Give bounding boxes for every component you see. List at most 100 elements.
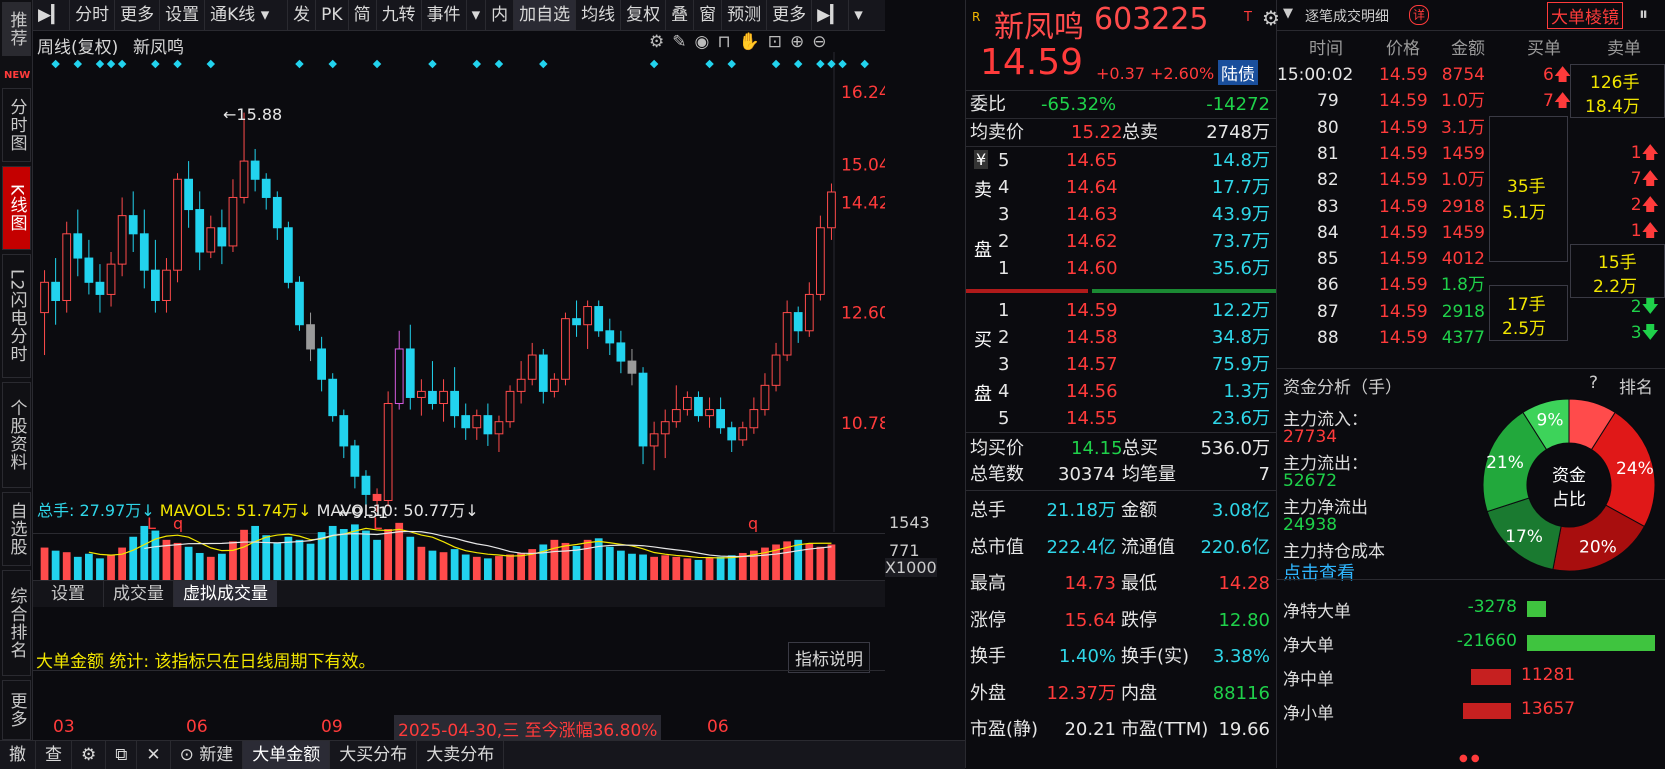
query-button[interactable]: 查 [36,741,72,769]
toolbar-adjust[interactable]: 复权 [621,0,667,30]
toolbar-more2[interactable]: 更多 [767,0,813,30]
lock-icon[interactable]: ⊡ [767,32,791,52]
sidebar-item-l2[interactable]: L2闪电分时 [2,254,31,378]
toolbar-window[interactable]: 窗 [694,0,723,30]
close-icon[interactable]: ✕ [137,741,171,769]
detail-badge[interactable]: 详 [1409,5,1429,25]
trade-time: 81 [1317,143,1339,164]
chevron-down-icon[interactable]: ▾ [467,0,487,30]
toolbar-ma[interactable]: 均线 [576,0,622,30]
toolbar-jiuzhuan[interactable]: 九转 [377,0,422,30]
volume-bar [816,546,825,580]
toolbar-forecast[interactable]: 预测 [722,0,768,30]
tab-big-amount[interactable]: 大单金额 [243,741,331,769]
candle-body [62,233,72,301]
sidebar-item-label: 个股资料 [6,399,27,471]
volume-bar [428,550,437,580]
toolbar-pk[interactable]: PK [316,0,349,30]
stat-value: 15.64 [1064,609,1116,631]
stat-row: 最高 14.73 最低 14.28 [966,571,1276,597]
gear-icon[interactable]: ⚙ [1262,6,1280,30]
kline-chart-area[interactable]: 周线(复权) 新凤鸣 ⚙✎◉⊓✋⊡⊕⊖ 16.24 15.04 14.42 12.60… [33,30,937,742]
sell-count: 1🡅 [1630,221,1659,241]
big-order-prism-button[interactable]: 大单棱镜 [1547,2,1623,29]
toolbar-add-watch[interactable]: 加自选 [514,0,577,30]
level-volume: 34.8万 [1211,327,1270,348]
new-button[interactable]: ⊙ 新建 [171,741,244,769]
candle-body [638,372,648,447]
tab-big-buy[interactable]: 大买分布 [330,741,418,769]
level-volume: 73.7万 [1211,231,1270,252]
bond-tag[interactable]: 陆债 [1218,60,1258,85]
buy-level-row[interactable]: 4 14.56 1.3万 [966,379,1276,405]
sidebar-item-label: 自选股 [6,502,27,556]
sell-level-row[interactable]: 2 14.62 73.7万 [966,229,1276,255]
hand-icon[interactable]: ✋ [738,32,768,52]
candle-body [671,409,681,423]
toolbar-overlay[interactable]: 叠 [666,0,695,30]
trade-price: 14.59 [1379,65,1428,85]
stock-name: 新凤鸣 [994,10,1084,45]
fund-title: 资金分析（手） [1283,378,1402,398]
sidebar-item-profile[interactable]: 个股资料 [2,382,31,488]
cancel-button[interactable]: 撤 [0,741,36,769]
sidebar-item-kline[interactable]: K线图 [2,166,31,250]
sell-level-row[interactable]: 1 14.60 35.6万 [966,256,1276,282]
buy-level-row[interactable]: 2 14.58 34.8万 [966,325,1276,351]
buy-level-row[interactable]: 3 14.57 75.9万 [966,352,1276,378]
buy-level-row[interactable]: 5 14.55 23.6万 [966,406,1276,432]
eye-icon[interactable]: ◉ [694,32,718,52]
sidebar-item-watchlist[interactable]: 自选股 [2,492,31,566]
collapse-icon[interactable]: ▶▎ [33,0,71,30]
toolbar-inner[interactable]: 内 [486,0,515,30]
stat-value: 12.80 [1218,609,1270,631]
trade-amount: 4012 [1441,249,1485,270]
view-link[interactable]: 点击查看 [1283,563,1355,584]
net-bar-label: 净大单 [1283,636,1334,656]
sidebar-item-ranking[interactable]: 综合排名 [2,570,31,676]
sidebar-item-timeshare[interactable]: 分时图 [2,88,31,162]
basket-icon[interactable]: ⊓ [717,32,739,52]
trade-amount: 1.8万 [1440,275,1485,296]
sell-level-row[interactable]: 5 14.65 14.8万 [966,148,1276,174]
gear-icon[interactable]: ⚙ [72,741,107,769]
help-icon[interactable]: ? [1589,373,1599,393]
trade-detail-panel: ▼ 逐笔成交明细 详 大单棱镜 ⏸ 时间 价格 金额 买单 卖单 15:00:0… [1277,0,1665,370]
window-icon[interactable]: ⧉ [106,741,138,769]
level-volume: 1.3万 [1223,381,1270,402]
gear-icon[interactable]: ⚙ [649,32,673,52]
expand-icon[interactable]: ▶▎ [812,0,850,30]
sell-side-label: 卖 [974,180,992,201]
toolbar-settings[interactable]: 设置 [160,0,206,30]
pen-icon[interactable]: ✎ [672,32,695,52]
chevron-down-icon[interactable]: ▼ [1283,6,1293,21]
toolbar-kline-select[interactable]: 通K线 ▾ [205,0,289,30]
signal-marker [793,59,803,69]
toolbar-timeshare[interactable]: 分时 [70,0,116,30]
buy-level-row[interactable]: 1 14.59 12.2万 [966,298,1276,324]
zoom-out-icon[interactable]: ⊖ [812,32,835,52]
rank-button[interactable]: 排名 [1619,378,1653,398]
trade-row: 84 14.59 1459 [1277,220,1665,247]
toolbar-events[interactable]: 事件 [422,0,467,30]
signal-marker [51,59,60,69]
toolbar-fa[interactable]: 发 [288,0,317,30]
toolbar-simple[interactable]: 简 [349,0,377,30]
indicator-help-button[interactable]: 指标说明 [788,642,870,673]
sell-level-row[interactable]: 3 14.63 43.9万 [966,202,1276,228]
zoom-in-icon[interactable]: ⊕ [790,32,813,52]
toolbar-more[interactable]: 更多 [115,0,161,30]
tab-virtual-volume[interactable]: 虚拟成交量 [174,581,277,607]
chevron-down-icon[interactable]: ▾ [854,5,863,25]
trade-amount: 1459 [1441,143,1485,164]
candle-body [106,263,116,295]
sidebar-item-recommend[interactable]: 推荐 [2,2,31,56]
sell-level-row[interactable]: 4 14.64 17.7万 [966,175,1276,201]
pause-icon[interactable]: ⏸ [1639,4,1648,25]
tab-volume[interactable]: 成交量 [104,581,174,607]
tab-big-sell[interactable]: 大卖分布 [417,741,505,769]
tab-settings[interactable]: 设置 [33,581,104,607]
sidebar-item-more[interactable]: 更多 [2,680,31,740]
level-number: 3 [998,354,1010,375]
stat-label: 金额 [1121,500,1157,521]
